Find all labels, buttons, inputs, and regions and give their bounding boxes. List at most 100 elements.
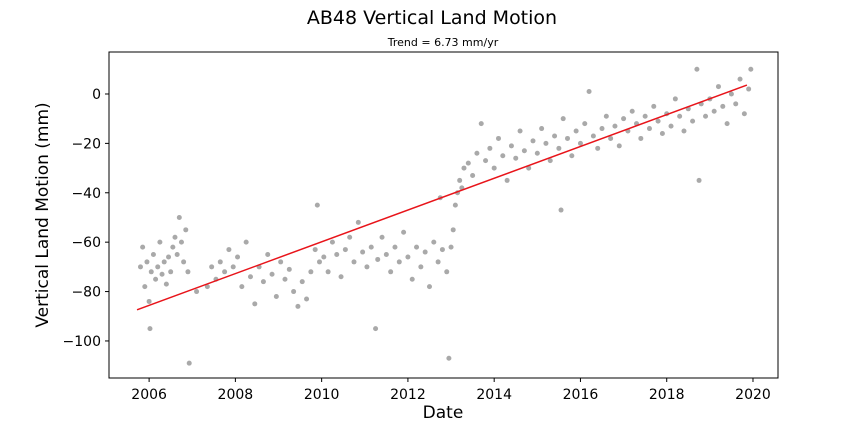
point bbox=[696, 177, 702, 183]
point bbox=[478, 121, 484, 127]
point bbox=[690, 118, 696, 124]
point bbox=[295, 303, 301, 309]
point bbox=[457, 177, 463, 183]
point bbox=[181, 259, 187, 265]
x-tick-label: 2020 bbox=[735, 387, 771, 403]
point bbox=[396, 259, 402, 265]
point bbox=[291, 289, 297, 295]
point bbox=[321, 254, 327, 260]
y-tick-label: 0 bbox=[92, 87, 101, 103]
point bbox=[172, 234, 178, 240]
point bbox=[157, 239, 163, 245]
point bbox=[715, 84, 721, 90]
point bbox=[146, 298, 152, 304]
point bbox=[659, 131, 665, 136]
point bbox=[204, 284, 210, 290]
point bbox=[383, 252, 389, 258]
point bbox=[513, 155, 519, 161]
point bbox=[487, 145, 493, 151]
point bbox=[703, 113, 709, 119]
point bbox=[418, 264, 424, 270]
point bbox=[638, 135, 644, 141]
point bbox=[239, 284, 245, 290]
x-tick-label: 2014 bbox=[476, 387, 512, 403]
point bbox=[595, 145, 601, 151]
chart-subtitle: Trend = 6.73 mm/yr bbox=[387, 36, 499, 49]
point bbox=[642, 113, 648, 119]
trend-line bbox=[136, 84, 748, 311]
point bbox=[422, 249, 428, 255]
point bbox=[603, 113, 609, 119]
point bbox=[444, 269, 450, 275]
point bbox=[360, 249, 366, 255]
point bbox=[720, 103, 726, 109]
x-tick-label: 2016 bbox=[563, 387, 599, 403]
point bbox=[539, 126, 545, 132]
point bbox=[338, 274, 344, 280]
chart-title: AB48 Vertical Land Motion bbox=[307, 7, 557, 29]
y-axis-label: Vertical Land Motion (mm) bbox=[33, 102, 53, 327]
point bbox=[446, 355, 452, 361]
point bbox=[711, 108, 717, 114]
point bbox=[508, 143, 514, 149]
x-tick-label: 2008 bbox=[218, 387, 254, 403]
point bbox=[148, 269, 154, 275]
point bbox=[226, 247, 232, 253]
point bbox=[316, 259, 322, 265]
point bbox=[176, 214, 182, 220]
point bbox=[681, 128, 687, 134]
x-axis-label: Date bbox=[423, 403, 464, 423]
point bbox=[405, 254, 411, 260]
point bbox=[569, 153, 575, 159]
x-tick-label: 2012 bbox=[390, 387, 426, 403]
point bbox=[186, 360, 192, 366]
point bbox=[556, 145, 562, 151]
point bbox=[608, 135, 614, 141]
point bbox=[161, 259, 167, 265]
point bbox=[230, 264, 236, 270]
point bbox=[534, 150, 540, 156]
point bbox=[379, 234, 385, 240]
point bbox=[273, 294, 279, 299]
point bbox=[159, 271, 165, 277]
x-tick-label: 2010 bbox=[304, 387, 340, 403]
point bbox=[409, 276, 415, 282]
y-tick-label: −20 bbox=[71, 136, 101, 152]
point bbox=[147, 326, 153, 332]
point bbox=[247, 274, 253, 280]
point bbox=[166, 254, 172, 260]
point bbox=[178, 239, 184, 245]
point bbox=[314, 202, 320, 208]
point bbox=[483, 158, 489, 164]
point bbox=[621, 116, 627, 122]
point bbox=[401, 229, 407, 235]
point bbox=[286, 266, 292, 272]
point bbox=[351, 259, 357, 265]
point bbox=[668, 123, 674, 129]
point bbox=[646, 126, 652, 132]
point bbox=[616, 143, 622, 149]
point bbox=[491, 165, 497, 171]
point bbox=[655, 118, 661, 124]
y-tick-label: −100 bbox=[63, 334, 101, 350]
point bbox=[217, 259, 223, 265]
y-tick-label: −40 bbox=[71, 186, 101, 202]
point bbox=[452, 202, 458, 208]
point bbox=[672, 96, 678, 102]
point bbox=[347, 234, 353, 240]
point bbox=[140, 244, 146, 250]
point bbox=[414, 244, 420, 250]
point bbox=[355, 219, 361, 225]
point bbox=[521, 148, 527, 154]
point bbox=[748, 66, 754, 72]
point bbox=[308, 269, 314, 275]
point bbox=[426, 284, 432, 290]
point bbox=[260, 279, 266, 285]
point bbox=[547, 158, 553, 164]
point bbox=[517, 128, 523, 134]
point bbox=[235, 254, 241, 260]
point bbox=[558, 207, 564, 213]
y-tick-label: −80 bbox=[71, 285, 101, 301]
point bbox=[461, 165, 467, 171]
